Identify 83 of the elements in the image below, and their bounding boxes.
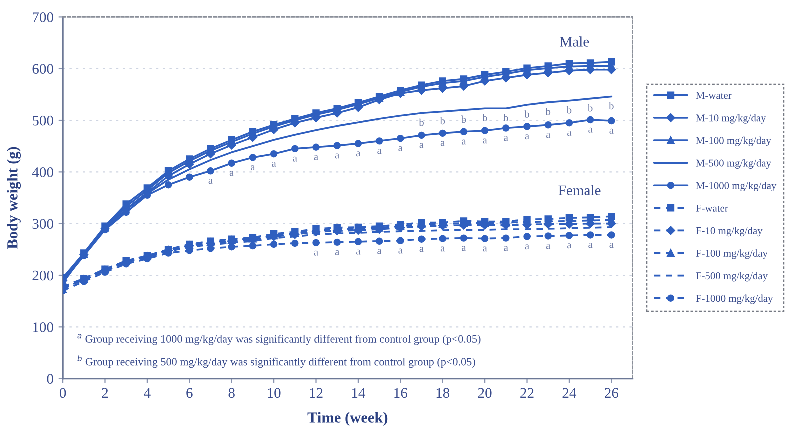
- annotation: a: [420, 247, 424, 252]
- x-tick-label: 2: [102, 388, 108, 398]
- x-tick-label: 4: [144, 388, 151, 398]
- annotation: a: [483, 246, 488, 252]
- annotation: b: [609, 102, 614, 110]
- annotation: a: [398, 146, 403, 152]
- annotation: b: [566, 106, 572, 114]
- legend-label: F-water: [696, 204, 728, 212]
- legend-label: F-500 mg/kg/day: [696, 272, 768, 282]
- annotation: a: [314, 250, 318, 256]
- x-tick-label: 10: [268, 388, 281, 398]
- y-tick-label: 0: [47, 374, 54, 384]
- annotation: a: [504, 136, 508, 142]
- x-tick-label: 8: [228, 388, 235, 398]
- annotation: a: [440, 246, 446, 252]
- annotation: a: [610, 243, 614, 248]
- legend-label: M-100 mg/kg/day: [696, 136, 772, 146]
- annotation: b: [482, 114, 488, 122]
- annotation: Female: [558, 185, 601, 196]
- annotation: a: [208, 179, 213, 184]
- y-tick-label: 700: [33, 12, 54, 22]
- annotation: a: [335, 250, 340, 256]
- x-tick-label: 14: [352, 388, 366, 398]
- annotation: a: [440, 141, 446, 146]
- x-tick-label: 12: [310, 388, 323, 398]
- annotation: $^{b}$ Group receiving 500 mg/kg/day was significantly different from control group (p<0.05): [78, 355, 476, 368]
- annotation: a: [356, 152, 361, 157]
- x-tick-label: 22: [520, 388, 534, 398]
- y-tick-label: 200: [32, 270, 54, 281]
- annotation: a: [462, 246, 466, 252]
- y-tick-label: 400: [32, 168, 54, 178]
- annotation: a: [525, 134, 530, 140]
- legend-label: F-1000 mg/kg/day: [696, 294, 774, 304]
- y-tick-label: 100: [33, 322, 54, 332]
- annotation: a: [568, 131, 572, 136]
- annotation: a: [398, 248, 403, 254]
- annotation: a: [314, 155, 318, 160]
- annotation: a: [356, 250, 361, 255]
- legend-label: F-10 mg/kg/day: [696, 227, 763, 237]
- annotation: b: [461, 116, 466, 124]
- annotation: a: [230, 171, 234, 176]
- annotation: $^{a}$ Group receiving 1000 mg/kg/day was significantly different from control group (p<0.05): [78, 334, 481, 346]
- legend-label: M-500 mg/kg/day: [696, 159, 772, 169]
- annotation: b: [440, 117, 446, 125]
- annotation: a: [293, 156, 298, 162]
- x-tick-label: 24: [562, 388, 577, 398]
- y-tick-label: 600: [32, 64, 54, 74]
- annotation: a: [568, 244, 572, 249]
- annotation: a: [546, 244, 551, 250]
- x-tick-label: 26: [605, 388, 619, 398]
- annotation: a: [525, 244, 530, 250]
- x-axis-title: Time (week): [308, 412, 388, 426]
- annotation: b: [504, 114, 508, 122]
- legend-label: M-water: [696, 92, 732, 100]
- legend-label: M-10 mg/kg/day: [696, 114, 766, 124]
- x-tick-label: 6: [186, 388, 193, 398]
- annotation: a: [588, 243, 593, 248]
- legend-label: F-100 mg/kg/day: [696, 250, 768, 260]
- y-tick-label: 300: [32, 219, 54, 230]
- annotation: a: [504, 246, 508, 252]
- x-tick-label: 0: [60, 388, 66, 398]
- x-tick-label: 16: [394, 388, 408, 398]
- annotation: b: [419, 118, 424, 126]
- annotation: a: [546, 133, 551, 138]
- annotation: a: [610, 128, 614, 134]
- annotation: a: [378, 149, 382, 154]
- x-tick-label: 20: [478, 388, 492, 398]
- annotation: a: [483, 138, 488, 144]
- annotation: a: [588, 128, 593, 133]
- x-tick-label: 18: [436, 388, 450, 398]
- annotation: b: [546, 108, 551, 116]
- annotation: a: [251, 166, 256, 171]
- annotation: a: [272, 162, 276, 167]
- annotation: a: [335, 154, 340, 159]
- legend-label: M-1000 mg/kg/day: [696, 182, 777, 192]
- y-axis-title: Body weight (g): [7, 147, 22, 250]
- annotation: a: [378, 249, 382, 254]
- annotation: Male: [560, 36, 590, 47]
- annotation: b: [588, 104, 593, 112]
- annotation: a: [462, 140, 466, 145]
- annotation: a: [420, 143, 424, 148]
- annotation: b: [524, 110, 530, 118]
- y-tick-label: 500: [32, 116, 54, 126]
